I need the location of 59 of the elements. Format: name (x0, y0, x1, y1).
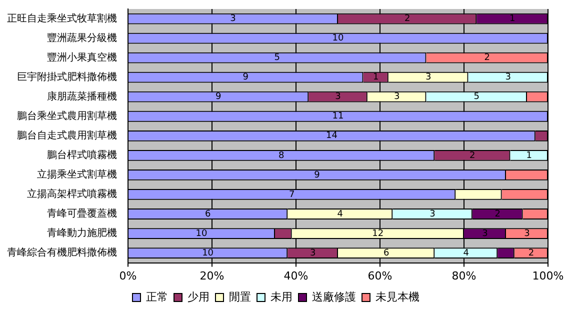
annotation: 2 (494, 209, 500, 220)
x-tick-label: 0% (119, 269, 137, 282)
annotation: 3 (425, 72, 432, 83)
legend-label: 閒置 (229, 290, 251, 304)
y-tick-label: 立揚高架桿式噴霧機 (27, 188, 117, 200)
annotation: 14 (326, 131, 338, 142)
annotation: 10 (196, 228, 208, 239)
annotation: 3 (430, 209, 436, 220)
annotation: 12 (372, 228, 384, 239)
annotation: 5 (474, 92, 480, 102)
annotation: 3 (524, 228, 530, 239)
annotation: 9 (314, 170, 320, 180)
annotation: 9 (215, 92, 222, 102)
y-tick-label: 立揚乘坐式割草機 (37, 168, 117, 181)
annotation: 3 (310, 248, 316, 258)
y-tick-label: 青峰綜合有機肥料撒佈機 (7, 246, 117, 259)
annotation: 6 (204, 209, 211, 220)
annotation: 10 (202, 248, 214, 258)
y-tick-label: 青峰動力施肥機 (47, 227, 117, 240)
annotation: 3 (505, 72, 511, 83)
legend-label: 送廠修護 (312, 290, 356, 304)
annotation: 3 (394, 92, 400, 102)
annotation: 1 (372, 72, 379, 83)
annotation: 4 (337, 209, 344, 220)
annotation: 5 (274, 53, 280, 64)
annotation: 1 (509, 14, 516, 24)
legend-label: 未用 (270, 290, 292, 304)
legend-label: 少用 (188, 290, 210, 304)
annotation: 3 (335, 92, 341, 102)
y-tick-label: 正旺自走乘坐式牧草割機 (7, 12, 117, 24)
annotation: 9 (242, 72, 249, 83)
y-tick-label: 豐洲蔬果分級機 (47, 32, 117, 44)
y-tick-label: 鵬台自走式農用割草機 (17, 129, 117, 142)
y-tick-label: 鵬台乘坐式農用割草機 (17, 110, 117, 122)
x-tick-label: 20% (200, 269, 224, 282)
annotation: 11 (332, 112, 344, 122)
annotation: 10 (332, 34, 344, 44)
annotation: 3 (482, 228, 488, 239)
annotation: 8 (278, 150, 284, 161)
legend-label: 正常 (146, 290, 168, 304)
annotation: 6 (383, 248, 390, 258)
annotation: 2 (484, 53, 490, 64)
y-tick-label: 巨宇附掛式肥料撒佈機 (17, 70, 117, 83)
x-tick-label: 80% (452, 269, 476, 282)
y-tick-label: 鵬台桿式噴霧機 (47, 149, 117, 162)
y-tick-label: 康朋蔬菜播種機 (47, 90, 117, 102)
legend-label: 未見本機 (376, 290, 420, 304)
x-tick-label: 100% (532, 269, 564, 282)
y-tick-label: 豐洲小果真空機 (47, 51, 117, 64)
x-tick-label: 60% (368, 269, 392, 282)
annotation: 3 (230, 14, 236, 24)
annotation: 2 (528, 248, 534, 258)
annotation: 4 (463, 248, 470, 258)
annotation: 2 (404, 14, 410, 24)
annotation: 1 (526, 150, 532, 161)
annotation: 2 (470, 150, 476, 161)
y-tick-label: 青峰可疊覆蓋機 (47, 208, 117, 220)
annotation: 7 (288, 190, 295, 200)
x-tick-label: 40% (284, 269, 308, 282)
